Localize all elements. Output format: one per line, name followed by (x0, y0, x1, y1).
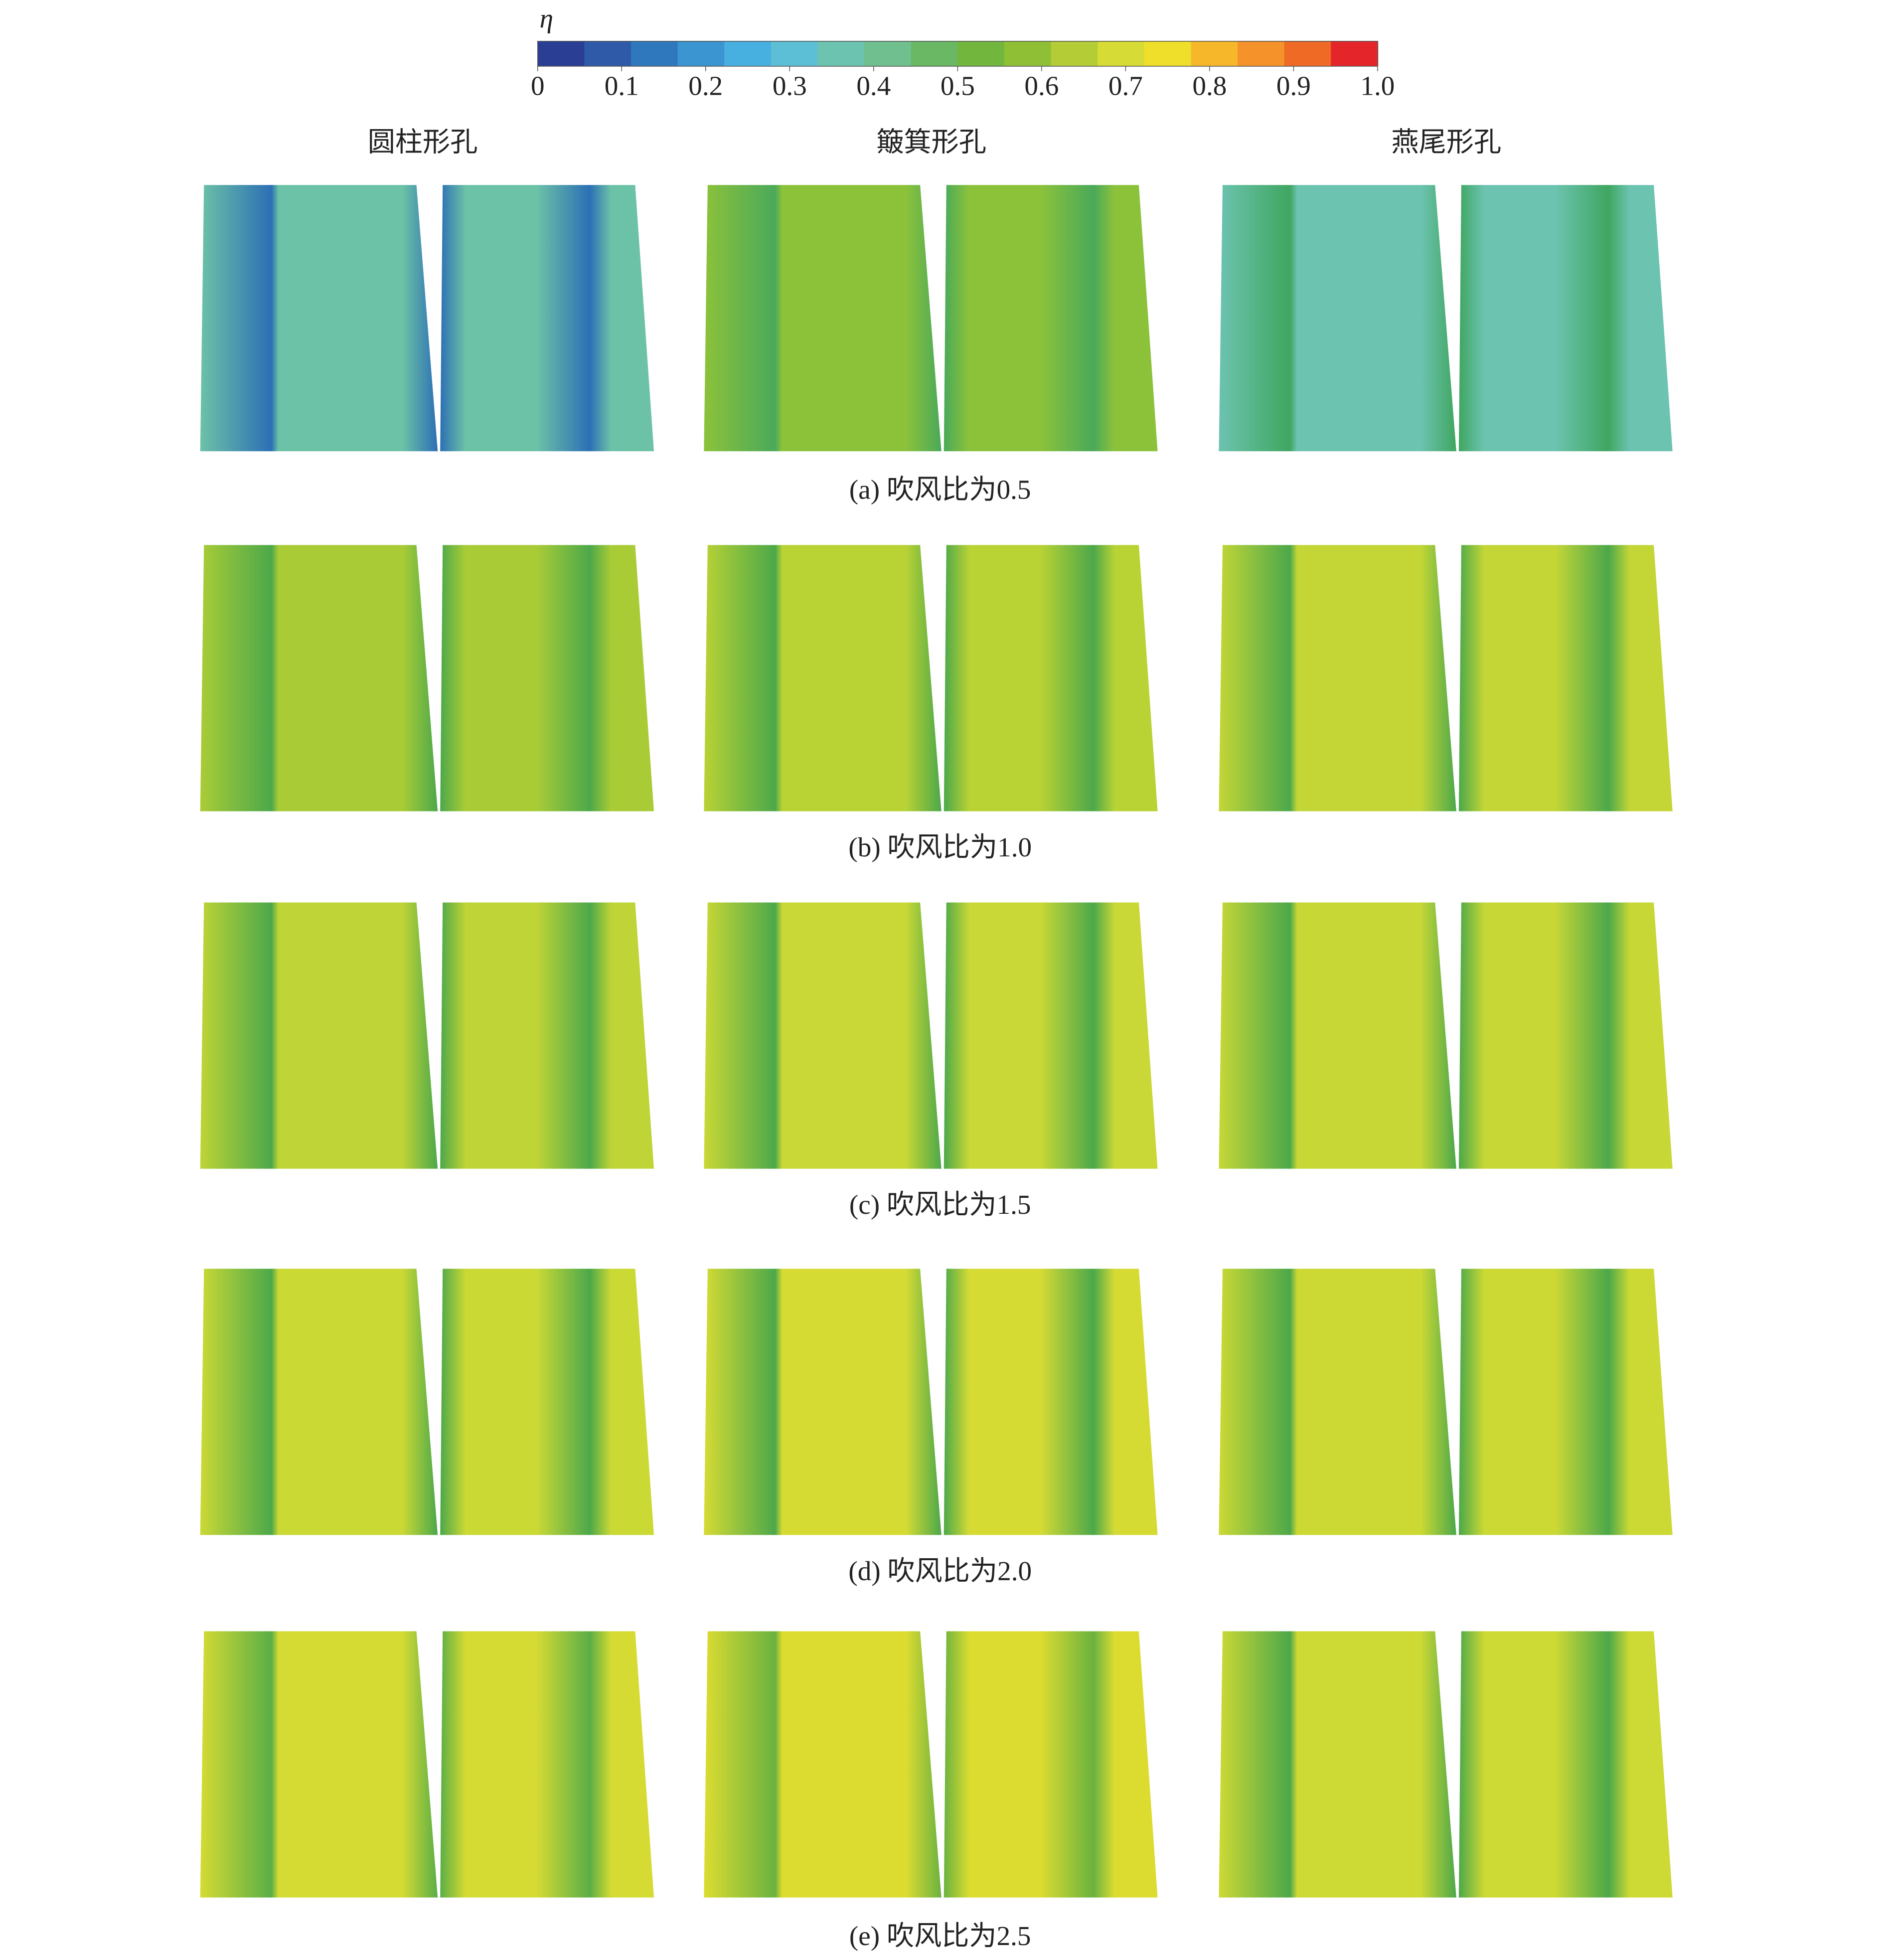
colorbar-segment (1284, 41, 1332, 66)
colorbar-segment (537, 41, 585, 66)
contour-panel (704, 1269, 942, 1535)
colorbar-tick-label: 0.1 (605, 71, 639, 101)
column-header: 簸箕形孔 (876, 127, 986, 158)
colorbar-label: η (540, 3, 553, 33)
row-caption: (d) 吹风比为2.0 (848, 1556, 1032, 1586)
contour-panel (704, 1631, 942, 1898)
contour-panel (943, 1269, 1158, 1535)
contour-panel (200, 185, 438, 452)
contour-panel (200, 1269, 438, 1535)
contour-panel (1219, 545, 1456, 812)
colorbar-segment (631, 41, 678, 66)
row-caption: (b) 吹风比为1.0 (848, 832, 1032, 862)
contour-panel (200, 545, 438, 812)
contour-panel (1458, 185, 1673, 452)
colorbar-tick-label: 0.4 (856, 71, 891, 101)
contour-panel (200, 902, 438, 1169)
contour-panel (943, 902, 1158, 1169)
contour-panel (943, 545, 1158, 812)
colorbar-segment (817, 41, 865, 66)
colorbar-tick-label: 0.6 (1024, 71, 1059, 101)
colorbar-segment (1331, 41, 1379, 66)
colorbar-segment (677, 41, 725, 66)
contour-panel (704, 545, 942, 812)
contour-panel (1458, 545, 1673, 812)
colorbar-tick-label: 0 (531, 71, 545, 101)
contour-panel (200, 1631, 438, 1898)
row-caption: (e) 吹风比为2.5 (849, 1921, 1031, 1951)
colorbar-segment (1238, 41, 1285, 66)
colorbar-segment (957, 41, 1005, 66)
colorbar-segment (864, 41, 912, 66)
contour-panel (943, 1631, 1158, 1898)
contour-panel (440, 1631, 654, 1898)
row-caption: (c) 吹风比为1.5 (849, 1189, 1031, 1220)
contour-panel (943, 185, 1158, 452)
contour-panel (1219, 902, 1456, 1169)
colorbar-segment (1004, 41, 1052, 66)
colorbar-tick-label: 0.8 (1192, 71, 1227, 101)
contour-panel (704, 185, 942, 452)
contour-panel (440, 545, 654, 812)
colorbar-segment (1144, 41, 1192, 66)
colorbar-segment (1098, 41, 1145, 66)
contour-panel (1219, 1269, 1456, 1535)
colorbar-tick-label: 0.9 (1276, 71, 1311, 101)
contour-panel (440, 185, 654, 452)
colorbar-tick-label: 1.0 (1360, 71, 1395, 101)
contour-panel (1458, 1269, 1673, 1535)
row-caption: (a) 吹风比为0.5 (849, 475, 1031, 505)
column-header: 燕尾形孔 (1392, 127, 1502, 158)
contour-panel (440, 902, 654, 1169)
contour-panel (440, 1269, 654, 1535)
contour-panel (704, 902, 942, 1169)
contour-panel (1219, 185, 1456, 452)
colorbar-segment (911, 41, 958, 66)
contour-panel (1458, 1631, 1673, 1898)
contour-panel (1219, 1631, 1456, 1898)
colorbar-segment (1191, 41, 1239, 66)
colorbar-segment (1051, 41, 1099, 66)
colorbar-segment (724, 41, 772, 66)
colorbar-segment (771, 41, 818, 66)
colorbar-segment (584, 41, 632, 66)
column-header: 圆柱形孔 (368, 127, 478, 158)
colorbar-tick-label: 0.3 (773, 71, 807, 101)
colorbar-tick-label: 0.5 (941, 71, 975, 101)
contour-panel (1458, 902, 1673, 1169)
colorbar-tick-label: 0.7 (1108, 71, 1143, 101)
colorbar-tick-label: 0.2 (688, 71, 723, 101)
